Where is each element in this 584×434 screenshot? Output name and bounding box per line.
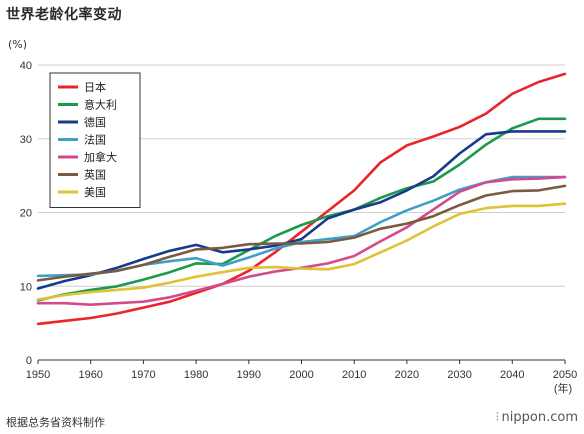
logo-text: nippon.com [501, 410, 578, 425]
x-tick-label: 2020 [395, 369, 419, 381]
legend-label: 意大利 [84, 98, 117, 112]
chart-title: 世界老龄化率变动 [6, 7, 122, 23]
y-axis-unit: (%) [8, 38, 28, 51]
y-tick-label: 20 [20, 208, 32, 220]
legend-label: 美国 [84, 186, 106, 199]
legend-label: 日本 [84, 80, 106, 94]
legend-label: 加拿大 [84, 150, 117, 164]
x-tick-label: 1950 [26, 369, 50, 381]
series-line-6 [36, 202, 567, 301]
logo-dots-icon: ⁝ [495, 410, 500, 425]
x-tick-label: 2050 [553, 369, 577, 381]
x-tick-label: 1960 [78, 369, 102, 381]
series-line-2 [36, 130, 567, 290]
x-tick-label: 2040 [500, 369, 524, 381]
series-line-1 [36, 117, 567, 302]
x-axis-unit: (年) [554, 381, 572, 395]
y-tick-label: 10 [20, 281, 32, 293]
legend-label: 英国 [84, 168, 106, 182]
y-tick-label: 40 [20, 60, 32, 72]
y-tick-label: 30 [20, 134, 32, 146]
x-tick-label: 2030 [447, 369, 471, 381]
x-tick-label: 2010 [342, 369, 366, 381]
x-tick-label: 1980 [184, 369, 208, 381]
legend-label: 法国 [84, 133, 106, 147]
brand-logo: ⁝ nippon.com [495, 410, 578, 425]
y-tick-label: 0 [26, 355, 32, 367]
x-tick-label: 1990 [237, 369, 261, 381]
series-line-5 [36, 184, 567, 282]
x-tick-label: 2000 [289, 369, 313, 381]
series-line-0 [36, 72, 567, 326]
source-note: 根据总务省资料制作 [6, 416, 105, 429]
legend-label: 德国 [84, 115, 106, 129]
x-tick-label: 1970 [131, 369, 155, 381]
series-lines [36, 72, 567, 326]
